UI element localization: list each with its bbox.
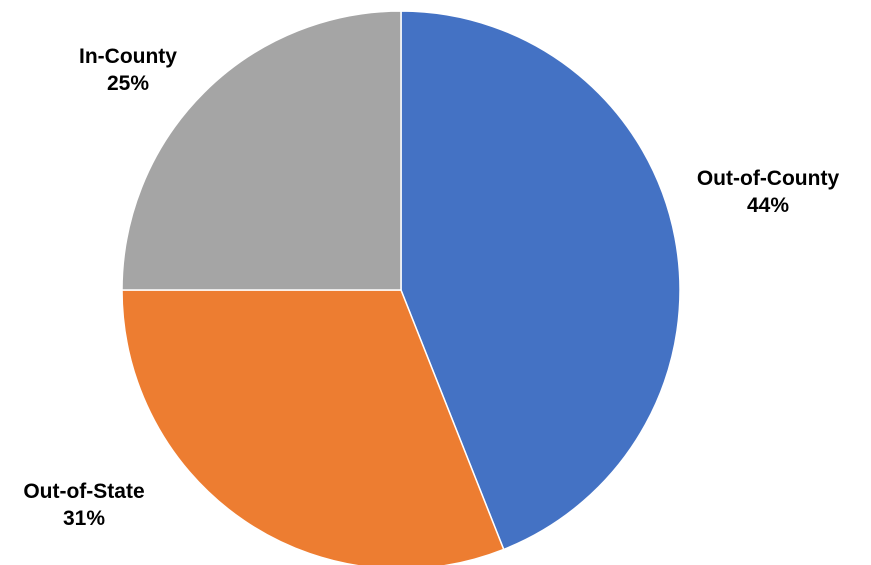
slice-category-label: Out-of-State	[23, 480, 144, 503]
pie-slice-out-of-county	[400, 10, 681, 551]
pie-slice-out-of-state	[121, 289, 505, 565]
pie-slices	[121, 10, 681, 565]
slice-category-label: Out-of-County	[697, 167, 840, 190]
pie-labels: Out-of-County 44% Out-of-State 31% In-County…	[23, 45, 839, 530]
slice-value-label: 44%	[747, 194, 789, 217]
pie-slice-in-county	[121, 10, 402, 291]
slice-value-label: 25%	[107, 72, 149, 95]
slice-value-label: 31%	[63, 507, 105, 530]
slice-category-label: In-County	[79, 45, 177, 68]
